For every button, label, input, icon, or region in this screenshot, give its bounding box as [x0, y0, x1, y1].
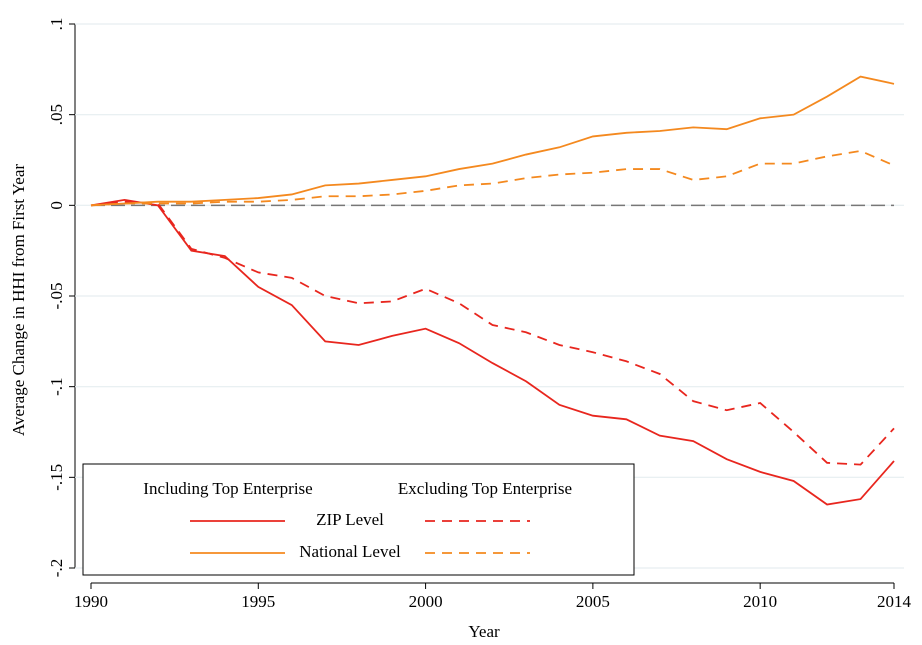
y-tick-label: -.05 — [47, 283, 66, 310]
x-tick-label: 2000 — [409, 592, 443, 611]
legend-column-header: Excluding Top Enterprise — [398, 479, 572, 498]
legend-column-header: Including Top Enterprise — [143, 479, 312, 498]
y-axis-title: Average Change in HHI from First Year — [9, 164, 28, 436]
x-tick-label: 2014 — [877, 592, 912, 611]
legend-label: National Level — [299, 542, 401, 561]
x-tick-label: 1995 — [241, 592, 275, 611]
x-tick-label: 1990 — [74, 592, 108, 611]
x-axis-title: Year — [468, 622, 500, 641]
y-tick-label: -.1 — [47, 377, 66, 395]
y-tick-label: -.15 — [47, 464, 66, 491]
y-tick-label: .05 — [47, 104, 66, 125]
x-tick-label: 2005 — [576, 592, 610, 611]
y-tick-label: .1 — [47, 18, 66, 31]
y-tick-label: -.2 — [47, 559, 66, 577]
legend-label: ZIP Level — [316, 510, 384, 529]
legend-box — [82, 463, 635, 576]
y-tick-label: 0 — [47, 201, 66, 210]
series-line — [90, 200, 895, 466]
series-line — [90, 198, 895, 506]
x-tick-label: 2010 — [743, 592, 777, 611]
series-line — [90, 75, 895, 207]
